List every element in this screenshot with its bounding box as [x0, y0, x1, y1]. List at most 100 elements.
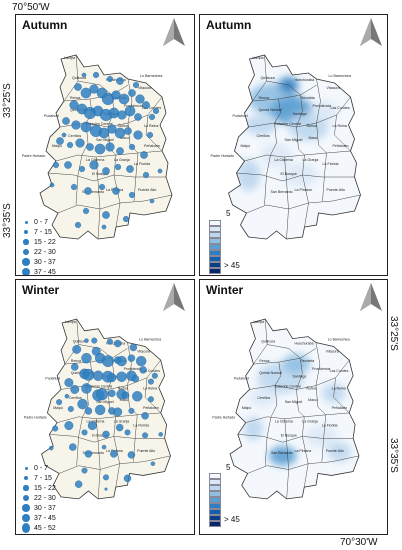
ramp-swatch: [209, 220, 221, 226]
commune-label: Lampa: [253, 56, 264, 60]
monitoring-point: [102, 167, 110, 175]
commune-label: La Reina: [144, 124, 158, 128]
commune-label: Macul: [309, 136, 319, 140]
commune-label: Pudahuel: [45, 377, 60, 381]
monitoring-point: [142, 432, 149, 439]
monitoring-point: [116, 355, 127, 367]
commune-border: [296, 94, 303, 128]
monitoring-point: [107, 373, 117, 383]
ramp-swatch: [209, 479, 221, 485]
commune-label: Ñuñoa: [306, 385, 316, 390]
monitoring-point: [64, 421, 74, 431]
monitoring-point: [114, 163, 122, 171]
monitoring-point: [89, 160, 99, 170]
monitoring-point: [98, 127, 110, 139]
commune-label: San Bernardo: [82, 190, 104, 194]
monitoring-point: [131, 374, 140, 383]
commune-border: [284, 156, 289, 240]
commune-border: [78, 344, 113, 359]
commune-label: La Pintana: [295, 449, 312, 453]
commune-label: Estación Central: [275, 122, 302, 126]
monitoring-point: [74, 83, 82, 91]
commune-label: La Cisterna: [86, 158, 104, 162]
commune-label: La Granja: [114, 420, 129, 424]
commune-label: La Cisterna: [275, 158, 293, 162]
ramp-swatch: [209, 244, 221, 250]
commune-label: Puente Alto: [137, 449, 155, 453]
commune-border: [274, 98, 281, 124]
legend-entry: 7 - 15: [22, 227, 56, 237]
monitoring-point: [81, 467, 88, 474]
monitoring-point: [74, 480, 83, 488]
commune-border: [127, 122, 139, 202]
panel-winter-surface: Winter Lampa Quilicura Huechuraba Vitacura L…: [199, 279, 388, 535]
commune-map: Lampa Quilicura Huechuraba Vitacura Lo Barne…: [212, 318, 360, 500]
coord-left-lower: 33°35'S: [2, 203, 13, 238]
monitoring-point: [134, 113, 142, 121]
monitoring-point: [142, 171, 150, 179]
legend-entry: 7 - 15: [22, 473, 56, 483]
commune-label: Padre Hurtado: [211, 154, 234, 158]
legend-label: 37 - 45: [34, 514, 56, 522]
commune-border: [274, 362, 282, 386]
commune-label: San Bernardo: [271, 190, 293, 194]
commune-label: La Granja: [303, 158, 319, 162]
monitoring-point: [135, 94, 145, 104]
monitoring-point: [106, 338, 113, 345]
study-area-outline: [228, 54, 361, 240]
commune-label: Quinta Normal: [259, 108, 282, 112]
legend-label: 22 - 30: [34, 494, 56, 502]
ramp-swatch: [209, 262, 221, 268]
commune-label: La Florida: [322, 424, 338, 428]
concentration-blob: [282, 354, 311, 374]
commune-border: [249, 359, 350, 390]
commune-border: [144, 377, 161, 414]
commune-border: [266, 80, 301, 96]
monitoring-point: [70, 183, 78, 191]
legend-dot-icon: [22, 258, 30, 266]
monitoring-point: [96, 388, 109, 401]
ramp-swatch: [209, 473, 221, 479]
commune-label: Huechuraba: [295, 341, 314, 345]
commune-label: La Reina: [332, 386, 346, 390]
commune-label: Estación Central: [86, 122, 113, 126]
concentration-blob: [260, 143, 293, 167]
commune-border: [333, 377, 350, 414]
commune-label: Renca: [259, 359, 269, 363]
monitoring-point: [102, 211, 110, 219]
commune-border: [236, 172, 355, 182]
monitoring-point: [118, 93, 130, 105]
ramp-min-label: 5: [226, 209, 231, 218]
monitoring-point: [78, 165, 86, 173]
legend-label: 0 - 7: [34, 464, 49, 472]
monitoring-point: [49, 182, 55, 188]
commune-border: [95, 418, 101, 499]
commune-label: Vitacura: [326, 349, 339, 353]
commune-border: [47, 172, 166, 182]
ramp-swatch: [209, 503, 221, 509]
monitoring-point: [98, 183, 106, 191]
monitoring-point: [77, 398, 88, 410]
commune-label: Cerrillos: [257, 134, 270, 138]
coord-right-upper: 33°25'S: [388, 316, 399, 351]
commune-label: El Bosque: [281, 172, 297, 176]
commune-map: Lampa Quilicura Huechuraba Vitacura Lo Barne…: [211, 54, 361, 240]
monitoring-point: [80, 87, 92, 99]
commune-label: Providencia: [124, 104, 143, 108]
commune-label: Lo Barnechea: [328, 338, 350, 342]
commune-label: Ñuñoa: [118, 385, 128, 390]
legend-entry: 0 - 7: [22, 217, 56, 227]
commune-label: Recoleta: [301, 96, 315, 100]
monitoring-point: [147, 396, 154, 403]
commune-border: [284, 418, 289, 499]
legend-label: 15 - 22: [34, 238, 56, 246]
commune-label: Macul: [120, 136, 130, 140]
ramp-swatch: [209, 232, 221, 238]
commune-border: [316, 78, 321, 124]
ramp-swatch: [209, 497, 221, 503]
monitoring-point: [128, 191, 136, 199]
commune-label: San Miguel: [285, 400, 303, 404]
monitoring-point: [122, 215, 130, 223]
commune-border: [76, 385, 89, 466]
commune-label: Pudahuel: [44, 114, 59, 118]
